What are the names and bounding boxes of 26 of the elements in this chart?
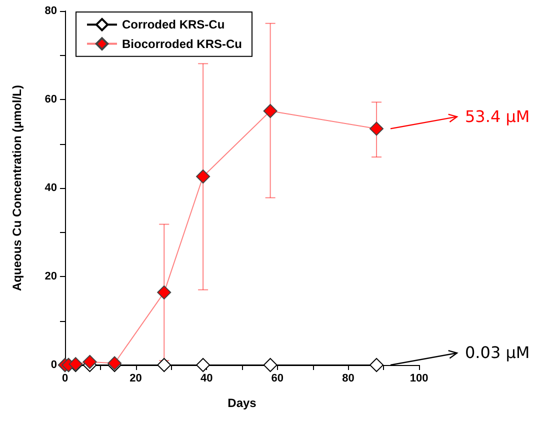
y-tick-label: 80 <box>44 5 57 17</box>
point <box>196 169 210 184</box>
x-tick-label: 40 <box>200 372 213 384</box>
point <box>370 122 384 136</box>
y-tick-label: 40 <box>44 182 57 194</box>
x-axis-title: Days <box>228 396 257 410</box>
point <box>157 358 172 372</box>
point <box>263 358 278 372</box>
x-tick-label: 100 <box>410 372 428 384</box>
y-tick-label: 20 <box>44 270 57 282</box>
point <box>157 285 172 300</box>
text: 53.4 μM <box>465 106 530 126</box>
legend-label: Biocorroded KRS-Cu <box>122 36 242 51</box>
point <box>196 358 210 372</box>
x-tick-label: 60 <box>271 372 284 384</box>
point <box>370 358 384 372</box>
point <box>263 104 278 118</box>
x-tick-label: 0 <box>62 372 68 384</box>
point <box>82 354 97 369</box>
legend-label: Corroded KRS-Cu <box>122 18 225 32</box>
x-tick-label: 80 <box>342 372 354 384</box>
y-tick-label: 0 <box>50 359 57 371</box>
y-tick-label: 60 <box>44 94 57 106</box>
text: 0.03 μM <box>465 343 530 362</box>
x-tick-label: 20 <box>130 372 142 384</box>
y-axis-title: Aqueous Cu Concentration (μmol/L) <box>10 85 24 291</box>
